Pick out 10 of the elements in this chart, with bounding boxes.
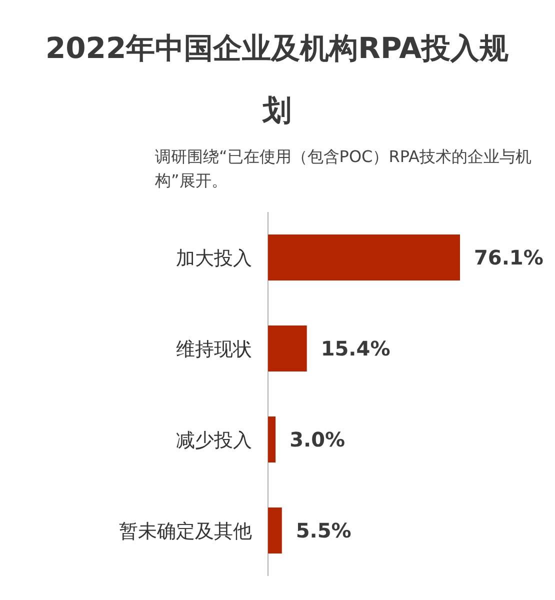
category: 维持现状 — [176, 338, 252, 360]
value-label: 3.0% — [290, 428, 346, 452]
category: 减少投入 — [176, 430, 252, 452]
value-label: 5.5% — [296, 518, 352, 542]
category: 暂未确定及其他 — [119, 520, 252, 542]
value-label: 76.1% — [474, 246, 544, 270]
value-label: 15.4% — [320, 336, 390, 360]
category: 加大投入 — [176, 248, 252, 270]
title: 2022年中国企业及机构RPA投入规划 — [45, 31, 509, 127]
subtitle: 调研围绕“已在使用（包含POC）RPA技术的企业与机构”展开。 — [155, 147, 532, 190]
